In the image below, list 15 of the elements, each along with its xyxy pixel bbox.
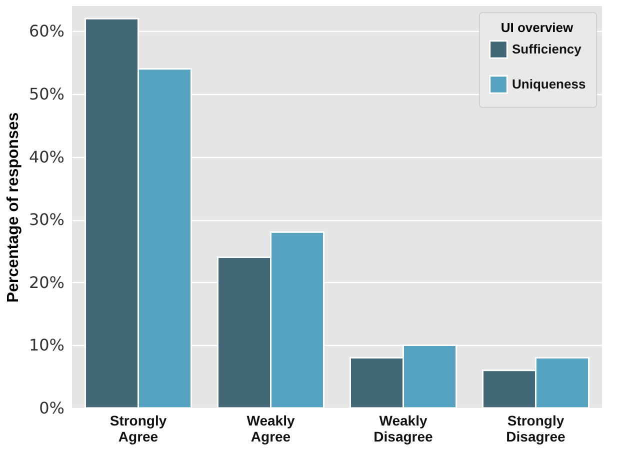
x-tick-label: Weakly Agree [246,412,295,444]
y-tick-label: 50% [28,84,64,104]
y-tick-label: 0% [39,398,64,418]
legend-label: Sufficiency [512,42,582,56]
x-tick-label: Strongly Disagree [506,412,566,444]
y-axis-title: Percentage of responses [4,112,22,303]
x-tick-label: Strongly Agree [110,412,167,444]
legend-title: UI overview [500,20,574,35]
legend-label: Uniqueness [512,76,586,92]
x-tick-label: Weakly Disagree [374,412,434,444]
y-tick-label: 60% [28,22,64,41]
y-tick-label: 40% [28,147,64,166]
y-tick-label: 30% [28,210,64,230]
y-tick-label: 10% [28,336,64,355]
y-tick-label: 20% [28,272,64,292]
